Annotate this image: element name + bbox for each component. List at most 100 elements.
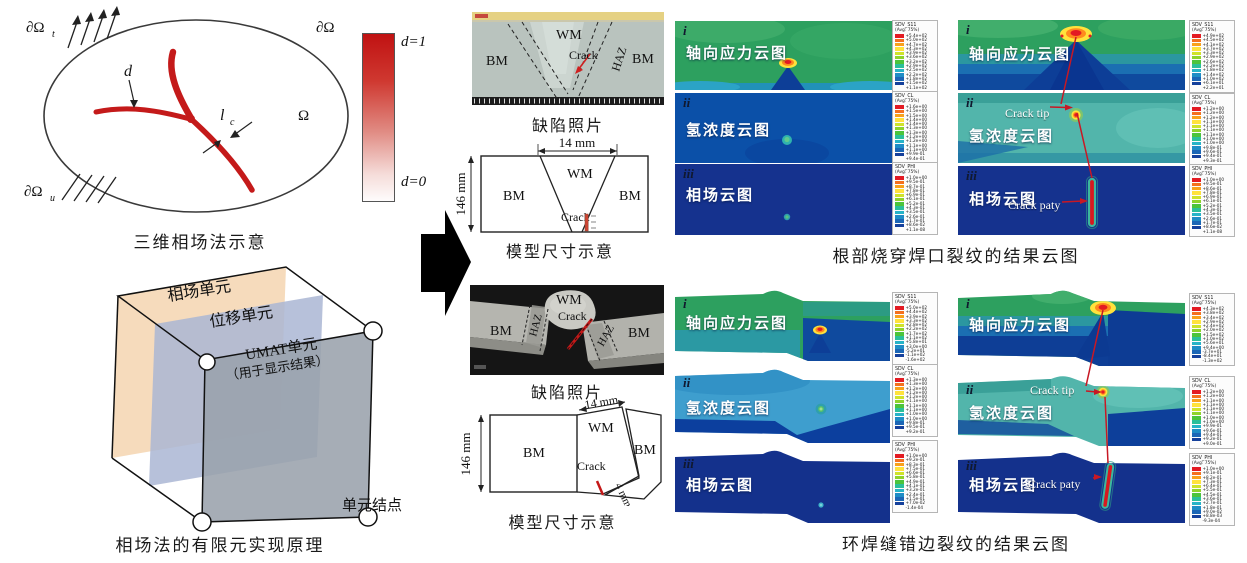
legend-swatch xyxy=(895,395,904,400)
legend-swatch xyxy=(1192,519,1201,523)
legend-swatch xyxy=(1192,86,1201,90)
node-icon xyxy=(358,507,378,527)
model-crack-dim: 4 mm xyxy=(612,481,634,506)
legend-value: +1.1e+02 xyxy=(905,335,928,341)
legend-value: +2.6e-01 xyxy=(905,213,926,219)
legend-swatch xyxy=(895,399,904,404)
legend-title: SDV_PHI xyxy=(1192,167,1213,172)
legend-value: +6.4e-01 xyxy=(1202,483,1223,489)
legend-value: +6.6e-01 xyxy=(905,470,926,476)
panel-index: iii xyxy=(683,166,694,181)
legend-swatch xyxy=(1192,324,1201,329)
legend-swatch xyxy=(1192,442,1201,446)
legend-row: +1.8e+02 xyxy=(895,76,936,81)
legend-row: +2.6e-01 xyxy=(1192,216,1233,221)
legend-value: +3.6e-01 xyxy=(1202,496,1223,502)
legend-swatch xyxy=(1192,199,1201,204)
panel-index: iii xyxy=(966,458,977,473)
panel-index: i xyxy=(683,296,687,311)
legend-value: +5.2e-01 xyxy=(905,200,926,206)
legend-row: +1.7e-01 xyxy=(895,218,936,223)
legend-avg: (Avg: 75%) xyxy=(895,170,920,175)
legend-swatch xyxy=(895,458,904,463)
legend-row: -1.3e+02 xyxy=(1192,358,1233,363)
legend-swatch xyxy=(1192,68,1201,73)
legend-row: +9.2e-01 xyxy=(1192,436,1233,442)
legend-row: +6.6e-01 xyxy=(895,470,936,476)
legend-value: +3.6e+02 xyxy=(905,54,928,60)
legend-row: +1.4e+02 xyxy=(1192,72,1233,77)
legend-row: +4.9e-01 xyxy=(895,479,936,484)
legend-value: +1.4e+00 xyxy=(905,116,928,122)
legend-row: +2.0e+02 xyxy=(1192,328,1233,333)
legend-row: +9.3e-01 xyxy=(1192,158,1233,163)
legend-swatch xyxy=(895,349,904,353)
legend-row: +1.5e+00 xyxy=(895,113,936,118)
legend-row: +5.2e-01 xyxy=(1192,203,1233,208)
panel-label: 轴向应力云图 xyxy=(686,45,789,62)
legend-row: +1.0e+02 xyxy=(1192,336,1233,341)
legend-value: +1.0e+00 xyxy=(1202,177,1225,182)
panel-index: i xyxy=(966,22,970,37)
legend-swatch xyxy=(895,319,904,323)
legend-avg: (Avg: 75%) xyxy=(895,372,920,377)
legend-swatch xyxy=(895,408,904,412)
legend-value: +2.5e+02 xyxy=(905,67,928,73)
legend-value: +1.1e+02 xyxy=(905,84,928,90)
legend-swatch xyxy=(895,64,904,68)
model-width-dim: 14 mm xyxy=(584,398,620,412)
legend-value: +3.2e+02 xyxy=(905,58,928,64)
legend-value: +1.2e+00 xyxy=(1202,110,1225,116)
traction-arrowheads-icon xyxy=(72,6,120,25)
legend-row: +1.1e+00 xyxy=(895,147,936,152)
legend-avg: (Avg: 75%) xyxy=(895,28,920,33)
legend-row: +1.3e+00 xyxy=(895,377,936,382)
legend-value: +1.8e+02 xyxy=(1202,67,1225,73)
group-result-caption: 环焊缝错边裂纹的结果云图 xyxy=(842,535,1070,554)
legend-value: +1.2e+00 xyxy=(1202,114,1225,120)
legend-row: +1.1e+00 xyxy=(1192,123,1233,129)
legend-swatch xyxy=(1192,64,1201,68)
legend-row: +1.6e+00 xyxy=(895,104,936,109)
legend-row: +9.2e-01 xyxy=(895,428,936,434)
legend-value: +1.6e+00 xyxy=(905,104,928,109)
colorbar-bottom-label: d=0 xyxy=(401,174,427,190)
model-crack-label: Crack xyxy=(577,459,606,473)
legend-swatch xyxy=(1192,346,1201,350)
legend-value: +6.9e-01 xyxy=(905,192,926,198)
legend-swatch xyxy=(1192,471,1201,476)
photo-bm-left-label: BM xyxy=(486,54,508,69)
legend-value: +1.1e+00 xyxy=(1202,123,1225,129)
boundary-t-sub: t xyxy=(52,29,55,40)
legend-row: +4.5e+02 xyxy=(1192,37,1233,43)
legend-row: +5.5e-01 xyxy=(1192,488,1233,493)
legend-value: +4.3e+02 xyxy=(905,45,928,51)
legend-swatch xyxy=(895,144,904,148)
legend-row: +2.2e+02 xyxy=(895,72,936,77)
legend-title: SDV_S11 xyxy=(895,295,917,300)
legend-row: +8.2e-01 xyxy=(1192,475,1233,480)
legend-row: +6.4e-01 xyxy=(1192,483,1233,489)
legend-swatch xyxy=(1192,403,1201,407)
legend-title: SDV_S11 xyxy=(1192,23,1214,28)
legend-swatch xyxy=(895,467,904,471)
legend-swatch xyxy=(895,378,904,382)
legend-row: +1.0e+00 xyxy=(1192,415,1233,420)
legend-value: +9.2e-01 xyxy=(905,428,926,434)
d-arrowhead xyxy=(130,100,138,108)
legend-value: +1.2e+00 xyxy=(905,389,928,395)
legend-value: +2.4e-01 xyxy=(905,491,926,497)
legend-value: +9.5e-01 xyxy=(1202,181,1223,187)
contour-legend: SDV_PHI (Avg: 75%) +1.0e+00 +9.5e-01 +8.7e-0… xyxy=(892,162,938,235)
legend-swatch xyxy=(895,501,904,506)
legend-row: -9.3e-04 xyxy=(1192,518,1233,523)
legend-swatch xyxy=(1192,137,1201,141)
legend-row: +1.7e-01 xyxy=(1192,220,1233,225)
legend-row: +3.2e+02 xyxy=(895,58,936,64)
legend-swatch xyxy=(1192,159,1201,163)
legend-row: +9.4e-01 xyxy=(895,156,936,161)
legend-swatch xyxy=(1192,115,1201,120)
boundary-u-label: ∂Ω xyxy=(24,184,43,200)
legend-avg: (Avg: 75%) xyxy=(1192,28,1217,33)
